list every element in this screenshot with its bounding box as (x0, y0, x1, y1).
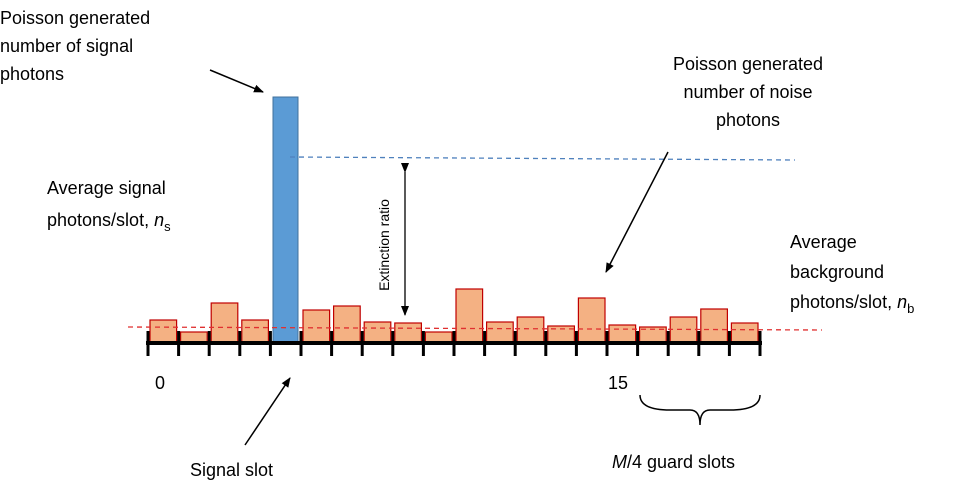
noise-note: Poisson generated (673, 54, 823, 74)
symbol: n (897, 292, 907, 312)
noise-bar (669, 316, 698, 344)
label-text: photons/slot, (790, 292, 897, 312)
signal-note: Poisson generated (0, 8, 150, 28)
noise-bar (700, 308, 728, 344)
label-text: /4 guard slots (627, 452, 735, 472)
slot-bars (149, 288, 759, 344)
average-background: photons/slot, nb (790, 292, 914, 316)
signal-arrow (209, 69, 264, 93)
guard-label: M/4 guard slots (612, 452, 735, 472)
guard-brace (639, 394, 761, 426)
noise-bar (608, 324, 637, 344)
label-text: photons/slot, (47, 210, 154, 230)
signal-note: photons (0, 64, 64, 84)
signal-bar (272, 96, 299, 344)
signal-slot-label: Signal slot (190, 460, 273, 480)
symbol: n (154, 210, 164, 230)
slot-arrow (244, 377, 291, 446)
slot-ticks (146, 331, 762, 356)
noise-note: number of noise (683, 82, 812, 102)
slot-label: 0 (155, 373, 165, 393)
noise-bar (394, 322, 422, 344)
noise-bar (149, 319, 178, 344)
noise-note: photons (716, 110, 780, 130)
extinction-label: Extinction ratio (376, 199, 392, 291)
noise-bar (516, 316, 545, 344)
noise-bar (363, 321, 392, 344)
average-signal: Average signal (47, 178, 166, 198)
noise-bar (241, 319, 270, 344)
noise-bar (577, 297, 606, 344)
noise-bar (730, 322, 759, 344)
noise-bar (333, 305, 361, 344)
slot-label: 15 (608, 373, 628, 393)
noise-bar (302, 309, 331, 344)
average-background: Average (790, 232, 857, 252)
average-signal: photons/slot, ns (47, 210, 171, 234)
subscript: s (164, 219, 171, 234)
noise-bar (210, 302, 239, 344)
average-background: background (790, 262, 884, 282)
symbol: M (612, 452, 627, 472)
signal-level (289, 156, 796, 161)
noise-arrow (605, 151, 669, 273)
noise-bar (486, 321, 514, 344)
subscript: b (907, 301, 914, 316)
signal-note: number of signal (0, 36, 133, 56)
noise-level (127, 326, 823, 331)
noise-bar (455, 288, 484, 344)
